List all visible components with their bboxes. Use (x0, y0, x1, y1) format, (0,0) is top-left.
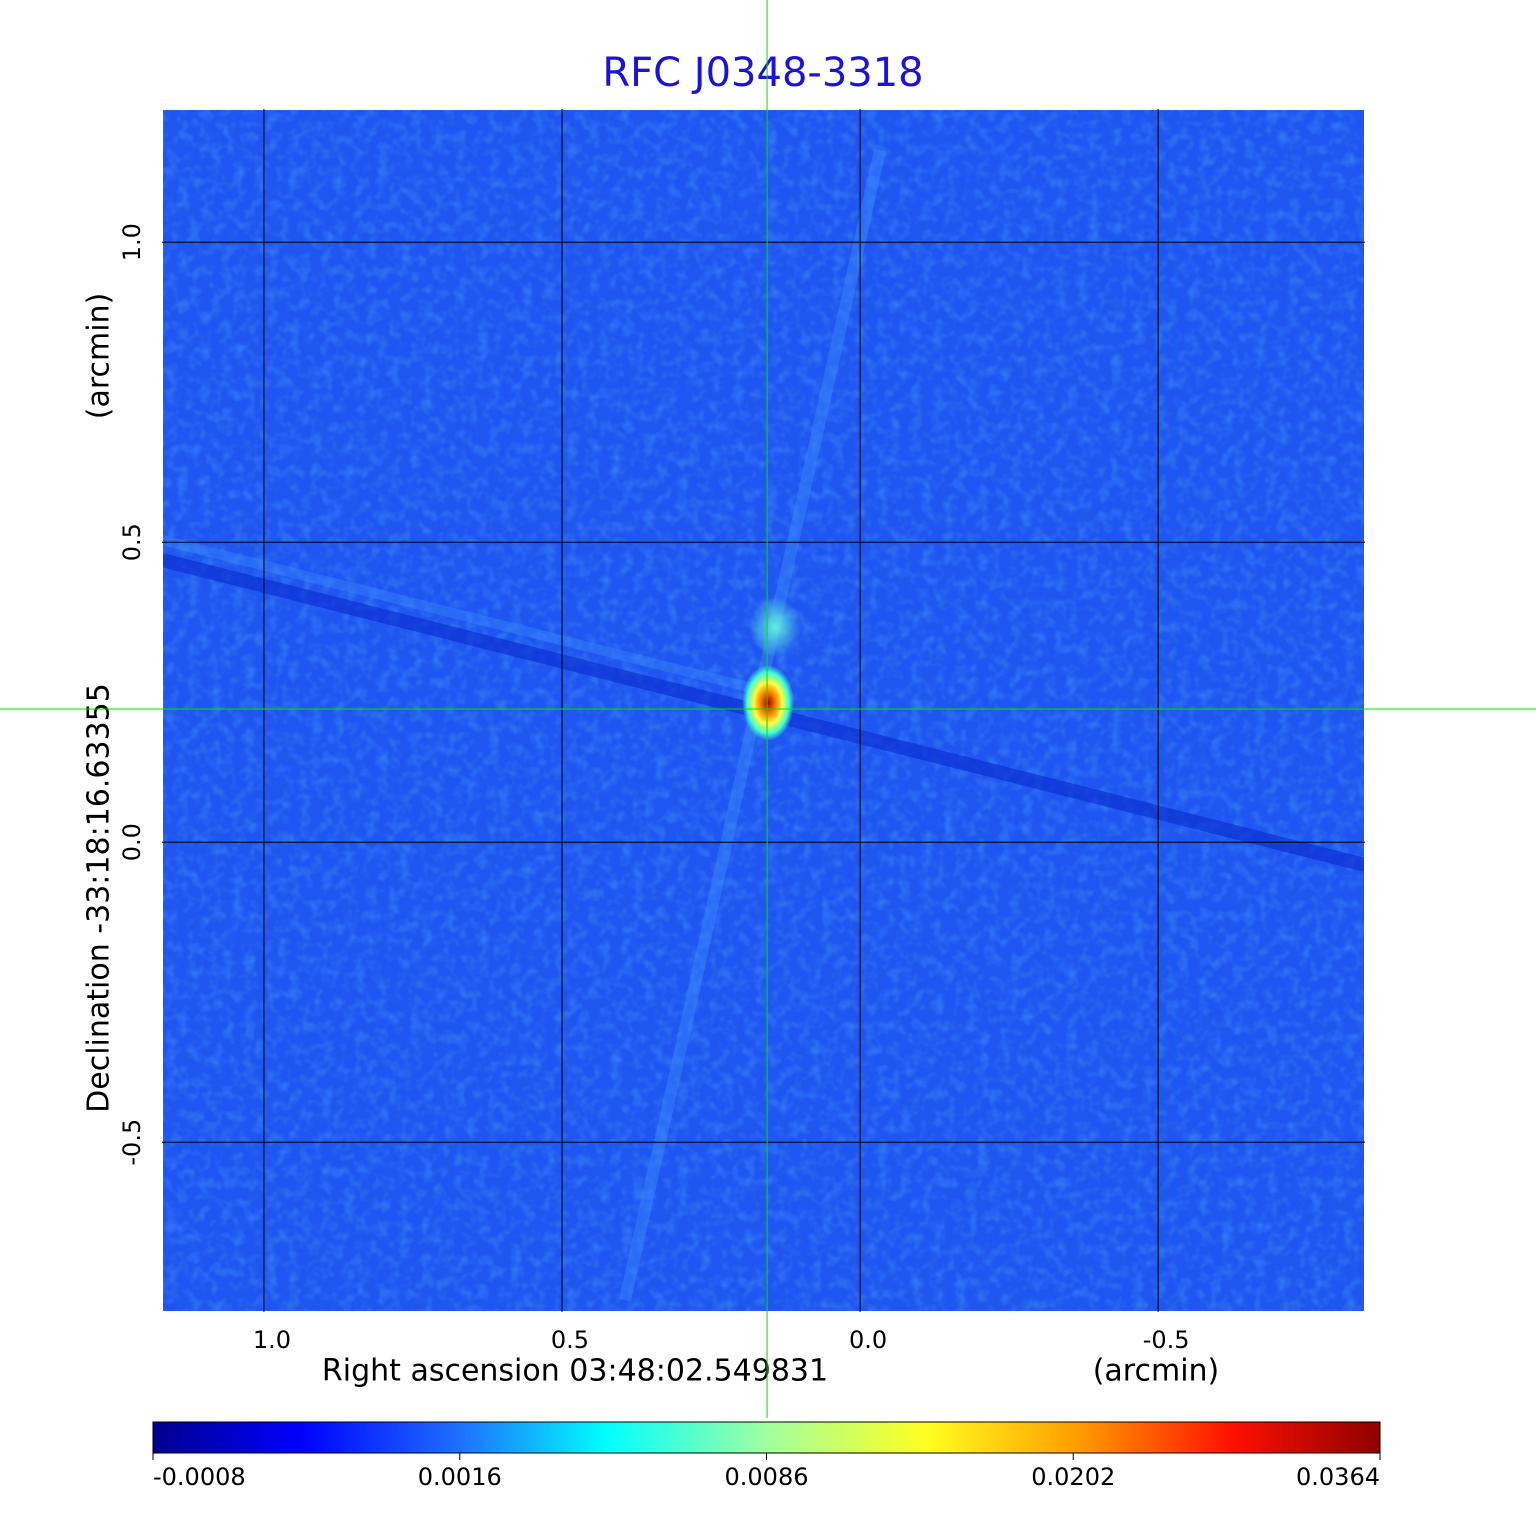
y-axis-label: Declination -33:18:16.63355 (82, 683, 117, 1113)
x-tick-label: -0.5 (1143, 1326, 1190, 1354)
plot-frame (161, 108, 1366, 1313)
colorbar-tick-label: -0.0008 (153, 1463, 246, 1491)
x-axis-unit: (arcmin) (1093, 1354, 1220, 1389)
colorbar-tick-label: 0.0364 (1296, 1463, 1380, 1491)
y-tick-label: 0.0 (118, 823, 146, 861)
y-axis-unit: (arcmin) (82, 293, 117, 420)
x-tick-label: 0.5 (551, 1326, 589, 1354)
source (742, 665, 794, 741)
sidelobe (162, 535, 762, 695)
x-axis-label: Right ascension 03:48:02.549831 (322, 1354, 828, 1389)
y-tick-label: -0.5 (118, 1119, 146, 1166)
x-tick-label: 0.0 (849, 1326, 887, 1354)
colorbar-tick-label: 0.0202 (1031, 1463, 1115, 1491)
chart-title: RFC J0348-3318 (602, 50, 923, 96)
colorbar-tick-label: 0.0086 (725, 1463, 809, 1491)
source-feature (749, 597, 801, 657)
image (162, 109, 1365, 1312)
y-tick-label: 0.5 (118, 523, 146, 561)
y-tick-label: 1.0 (118, 223, 146, 261)
colorbar-tick-label: 0.0016 (418, 1463, 502, 1491)
colorbar (152, 1421, 1381, 1454)
x-tick-label: 1.0 (253, 1326, 291, 1354)
